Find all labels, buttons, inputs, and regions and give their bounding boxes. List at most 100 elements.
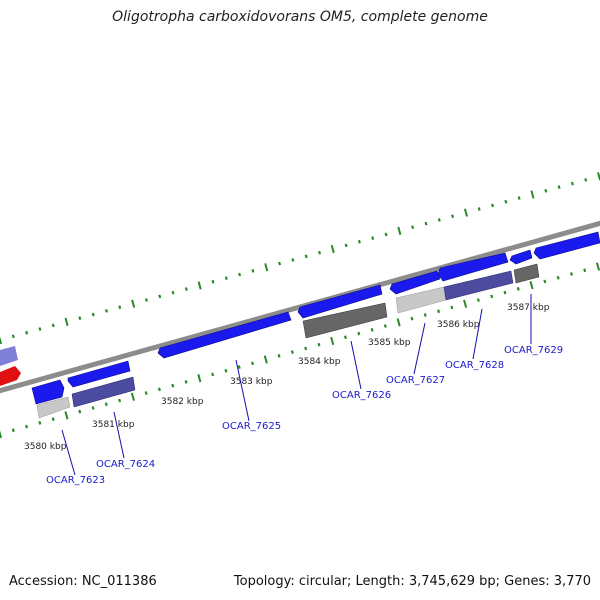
minor-tick (437, 218, 441, 222)
minor-tick (38, 327, 42, 331)
minor-tick (291, 258, 295, 262)
minor-tick (118, 305, 122, 310)
minor-tick (158, 294, 162, 299)
feature-bar[interactable] (513, 263, 540, 284)
major-tick (595, 262, 600, 271)
leader-line (350, 340, 362, 390)
minor-tick (318, 250, 321, 255)
gene-arrow[interactable] (533, 231, 600, 260)
minor-tick (491, 203, 495, 208)
gene-arrow[interactable] (389, 270, 441, 295)
major-tick (197, 374, 202, 383)
gene-arrow[interactable] (0, 366, 21, 386)
kbp-label: 3585 kbp (368, 338, 411, 348)
gene-label[interactable]: OCAR_7625 (222, 421, 281, 432)
major-tick (264, 263, 269, 272)
gene-label[interactable]: OCAR_7628 (445, 360, 504, 371)
minor-tick (105, 309, 108, 313)
kbp-label: 3583 kbp (230, 377, 273, 387)
minor-tick (570, 181, 574, 186)
gene-label[interactable]: OCAR_7624 (96, 459, 155, 470)
minor-tick (516, 286, 520, 291)
major-tick (396, 318, 401, 327)
kbp-label: 3581 kbp (92, 420, 135, 430)
minor-tick (423, 313, 427, 317)
minor-tick (383, 324, 387, 328)
feature-bar[interactable] (443, 270, 514, 301)
minor-tick (451, 214, 455, 219)
minor-tick (517, 196, 521, 200)
minor-tick (357, 331, 361, 336)
gene-label[interactable]: OCAR_7629 (504, 345, 563, 356)
major-tick (197, 281, 202, 290)
kbp-label: 3587 kbp (507, 303, 550, 313)
map-title: Oligotropha carboxidovorans OM5, complet… (112, 9, 488, 25)
kbp-label: 3582 kbp (161, 397, 204, 407)
minor-tick (78, 409, 82, 414)
minor-tick (278, 261, 282, 266)
feature-bar[interactable] (36, 396, 71, 419)
minor-tick (583, 268, 587, 273)
minor-tick (424, 221, 428, 226)
gene-arrow[interactable] (509, 249, 533, 265)
gene-label[interactable]: OCAR_7623 (46, 475, 105, 486)
minor-tick (11, 334, 15, 339)
minor-tick (384, 232, 388, 237)
gene-arrow[interactable] (31, 379, 65, 405)
minor-tick (38, 420, 42, 425)
gene-arrow[interactable] (157, 311, 292, 359)
minor-tick (104, 402, 108, 407)
major-tick (530, 190, 535, 199)
minor-tick (304, 346, 308, 351)
gene-arrow[interactable] (67, 360, 131, 388)
minor-tick (184, 380, 188, 384)
feature-bar[interactable] (71, 376, 136, 408)
minor-tick (224, 368, 228, 373)
major-tick (397, 226, 402, 235)
minor-tick (171, 290, 175, 295)
minor-tick (238, 272, 242, 277)
gene-label[interactable]: OCAR_7627 (386, 375, 445, 386)
kbp-label: 3586 kbp (437, 320, 480, 330)
gene-arrow[interactable] (297, 284, 383, 319)
leader-line (472, 308, 483, 360)
minor-tick (411, 225, 415, 230)
minor-tick (371, 236, 375, 240)
major-tick (64, 317, 69, 326)
minor-tick (25, 424, 29, 429)
minor-tick (569, 272, 573, 276)
leader-line (113, 411, 125, 459)
major-tick (130, 392, 135, 401)
minor-tick (557, 185, 561, 189)
minor-tick (91, 312, 95, 317)
minor-tick (51, 323, 55, 328)
gene-leader-lines (61, 294, 532, 476)
major-tick (463, 299, 468, 308)
gene-arrow[interactable] (0, 346, 18, 366)
minor-tick (91, 406, 95, 410)
minor-tick (450, 305, 454, 310)
minor-tick (490, 294, 494, 299)
kbp-label: 3584 kbp (298, 357, 341, 367)
lower-tick-track (0, 262, 600, 439)
minor-tick (477, 207, 481, 211)
major-tick (330, 336, 335, 346)
minor-tick (410, 316, 414, 321)
gene-track (0, 231, 600, 419)
minor-tick (25, 330, 29, 335)
gene-arrow[interactable] (437, 252, 509, 282)
topology-text: Topology: circular; Length: 3,745,629 bp… (233, 574, 591, 589)
minor-tick (584, 178, 588, 182)
minor-tick (224, 276, 228, 280)
minor-tick (11, 428, 15, 433)
upper-tick-track (0, 172, 600, 345)
minor-tick (78, 316, 82, 321)
gene-label[interactable]: OCAR_7626 (332, 390, 391, 401)
major-tick (463, 208, 468, 217)
major-tick (330, 244, 335, 254)
minor-tick (144, 391, 148, 395)
major-tick (131, 299, 136, 308)
feature-bar[interactable] (302, 302, 388, 339)
minor-tick (211, 279, 215, 284)
minor-tick (304, 254, 308, 259)
